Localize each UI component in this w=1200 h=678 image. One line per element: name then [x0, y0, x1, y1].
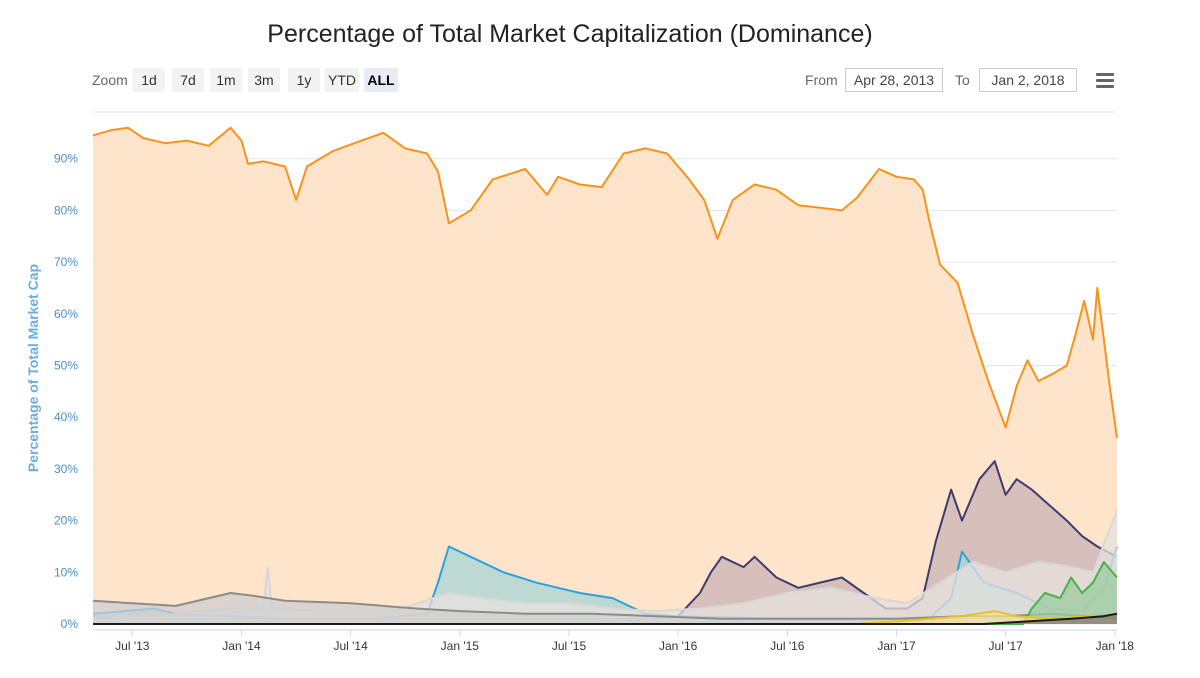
zoom-button-1m[interactable]: 1m: [210, 68, 242, 92]
x-axis-ticks: Jul '13 Jan '14 Jul '14 Jan '15 Jul '15 Jan '…: [93, 629, 1135, 653]
zoom-button-3m[interactable]: 3m: [248, 68, 280, 92]
x-tick-label: Jan '14: [222, 639, 261, 653]
x-tick-label: Jul '14: [333, 639, 368, 653]
zoom-button-ytd[interactable]: YTD: [325, 68, 359, 92]
zoom-button-7d[interactable]: 7d: [172, 68, 204, 92]
series-line-stellar[interactable]: [93, 612, 1118, 625]
x-tick-label: Jul '17: [988, 639, 1023, 653]
y-tick-label: 60%: [54, 307, 78, 321]
from-date-input[interactable]: Apr 28, 2013: [845, 68, 943, 92]
x-tick-label: Jul '13: [115, 639, 150, 653]
y-tick-label: 50%: [54, 359, 78, 373]
x-tick-label: Jul '15: [552, 639, 587, 653]
to-date-input[interactable]: Jan 2, 2018: [979, 68, 1077, 92]
series-line-others[interactable]: [92, 509, 1118, 620]
y-axis-label: Percentage of Total Market Cap: [25, 264, 41, 472]
y-tick-label: 30%: [54, 462, 78, 476]
area-bitcoin: [93, 127, 1117, 624]
hamburger-menu-icon[interactable]: [1096, 73, 1114, 89]
y-tick-label: 0%: [61, 617, 79, 631]
y-tick-label: 10%: [54, 565, 78, 579]
zoom-button-1y[interactable]: 1y: [288, 68, 320, 92]
chart-title: Percentage of Total Market Capitalizatio…: [267, 20, 873, 48]
x-tick-label: Jul '16: [770, 639, 805, 653]
x-tick-label: Jan '16: [659, 639, 698, 653]
y-tick-label: 90%: [54, 152, 78, 166]
series-areas: [92, 126, 1118, 625]
zoom-label: Zoom: [92, 72, 128, 88]
x-tick-label: Jan '17: [877, 639, 916, 653]
y-tick-label: 80%: [54, 203, 78, 217]
area-litecoin: [93, 593, 1117, 624]
to-label: To: [955, 72, 970, 88]
y-tick-label: 40%: [54, 410, 78, 424]
x-tick-label: Jan '15: [441, 639, 480, 653]
zoom-button-all[interactable]: ALL: [364, 68, 398, 92]
y-tick-label: 70%: [54, 255, 78, 269]
x-tick-label: Jan '18: [1096, 639, 1135, 653]
series-line-bitcoin[interactable]: [92, 126, 1118, 439]
zoom-button-1d[interactable]: 1d: [133, 68, 165, 92]
y-axis-ticks: 0% 10% 20% 30% 40% 50% 60% 70% 80% 90%: [54, 152, 78, 631]
y-tick-label: 20%: [54, 514, 78, 528]
from-label: From: [805, 72, 838, 88]
